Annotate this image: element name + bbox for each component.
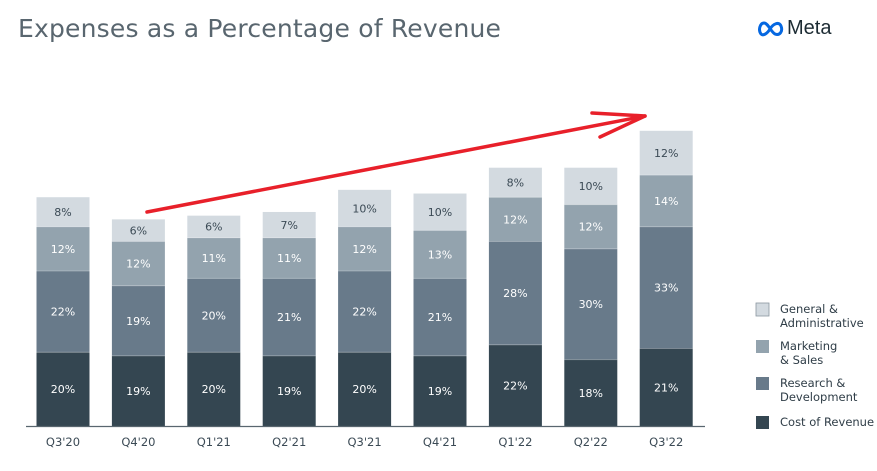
bar-segment xyxy=(262,211,316,238)
data-label: 22% xyxy=(503,379,527,392)
bar-segment xyxy=(413,355,467,426)
data-label: 14% xyxy=(654,195,678,208)
data-label: 22% xyxy=(352,306,376,319)
data-label: 20% xyxy=(202,383,226,396)
data-label: 12% xyxy=(126,258,150,271)
x-tick-label: Q3'22 xyxy=(649,435,683,449)
bar-segment xyxy=(564,359,618,426)
bar-segment xyxy=(639,226,693,349)
bar-segment xyxy=(488,197,542,242)
x-tick-label: Q4'20 xyxy=(121,435,155,449)
bar-segment xyxy=(36,271,90,353)
trend-arrow-head xyxy=(590,111,647,139)
bar-segment xyxy=(187,278,241,353)
x-tick-label: Q1'22 xyxy=(498,435,532,449)
bar-segment xyxy=(639,348,693,426)
bar-segment xyxy=(338,352,392,426)
bar-segment xyxy=(111,355,165,426)
data-label: 6% xyxy=(130,224,147,237)
data-label: 21% xyxy=(428,311,452,324)
bar-segment xyxy=(36,197,90,227)
data-label: 12% xyxy=(352,243,376,256)
bar-segment xyxy=(111,219,165,242)
data-label: 12% xyxy=(503,213,527,226)
data-label: 19% xyxy=(428,385,452,398)
bar-segment xyxy=(413,230,467,279)
bar-segment xyxy=(413,193,467,231)
legend-swatch xyxy=(756,377,769,390)
data-label: 6% xyxy=(205,221,222,234)
bar-segment xyxy=(413,278,467,356)
data-label: 19% xyxy=(126,315,150,328)
data-label: 21% xyxy=(277,311,301,324)
data-label: 8% xyxy=(507,176,524,189)
data-label: 10% xyxy=(579,180,603,193)
data-label: 11% xyxy=(277,252,301,265)
legend-label: General & xyxy=(780,302,838,316)
bar-segment xyxy=(262,355,316,426)
bar-segment xyxy=(111,241,165,286)
legend-label: Development xyxy=(780,390,858,404)
bar-segment xyxy=(564,204,618,249)
bar-segment xyxy=(36,226,90,272)
bar-segment xyxy=(187,215,241,238)
legend-label: & Sales xyxy=(780,353,823,367)
data-label: 28% xyxy=(503,287,527,300)
legend-swatch xyxy=(756,340,769,353)
bar-segment xyxy=(187,352,241,426)
data-label: 30% xyxy=(579,298,603,311)
data-label: 8% xyxy=(54,206,71,219)
data-label: 22% xyxy=(51,306,75,319)
bar-segment xyxy=(262,278,316,356)
logo-text: Meta xyxy=(787,17,832,39)
data-label: 12% xyxy=(579,221,603,234)
bar-segment xyxy=(338,226,392,272)
data-label: 12% xyxy=(51,243,75,256)
bar-segment xyxy=(338,189,392,227)
data-label: 20% xyxy=(202,309,226,322)
x-tick-label: Q4'21 xyxy=(423,435,457,449)
bar-segment xyxy=(338,271,392,353)
bar-segment xyxy=(488,344,542,426)
data-label: 12% xyxy=(654,147,678,160)
legend-label: Cost of Revenue xyxy=(780,415,874,429)
legend-swatch xyxy=(755,302,770,317)
legend-swatch xyxy=(756,416,769,429)
legend-label: Administrative xyxy=(780,316,864,330)
x-tick-label: Q1'21 xyxy=(197,435,231,449)
data-label: 20% xyxy=(352,383,376,396)
bar-segment xyxy=(488,167,542,198)
x-tick-label: Q3'20 xyxy=(46,435,80,449)
data-label: 10% xyxy=(352,202,376,215)
bar-segment xyxy=(639,175,693,227)
meta-infinity-icon xyxy=(758,20,784,36)
data-label: 7% xyxy=(280,219,297,232)
legend-label: Research & xyxy=(780,376,845,390)
trend-arrow-shaft xyxy=(145,114,647,214)
x-tick-label: Q2'21 xyxy=(272,435,306,449)
data-label: 19% xyxy=(277,385,301,398)
x-tick-label: Q2'22 xyxy=(574,435,608,449)
data-label: 10% xyxy=(428,206,452,219)
bar-segment xyxy=(262,237,316,279)
bar-segment xyxy=(111,285,165,356)
data-label: 13% xyxy=(428,248,452,261)
bar-segment xyxy=(639,130,693,176)
legend-label: Marketing xyxy=(780,339,837,353)
data-label: 19% xyxy=(126,385,150,398)
chart-title: Expenses as a Percentage of Revenue xyxy=(18,14,502,43)
bar-segment xyxy=(488,241,542,345)
bar-segment xyxy=(187,237,241,279)
data-label: 18% xyxy=(579,387,603,400)
x-tick-label: Q3'21 xyxy=(348,435,382,449)
data-label: 21% xyxy=(654,381,678,394)
bar-segment xyxy=(564,167,618,205)
meta-logo: Meta xyxy=(758,17,831,40)
data-label: 20% xyxy=(51,383,75,396)
data-label: 11% xyxy=(202,252,226,265)
bar-segment xyxy=(564,248,618,360)
bar-segment xyxy=(36,352,90,426)
data-label: 33% xyxy=(654,282,678,295)
